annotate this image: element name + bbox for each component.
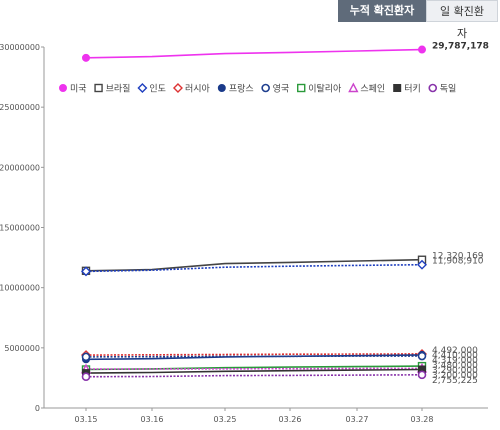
series-line [85,365,423,371]
x-tick-label: 03.15 [75,415,98,424]
legend-label: 미국 [70,84,87,95]
x-tick-label: 03.26 [279,415,302,424]
series-end-label: 12,320,169 [432,252,484,262]
legend-marker [261,83,270,93]
series-end-label: 29,787,178 [432,42,489,52]
data-point-marker [81,352,91,362]
series-lines [85,48,423,378]
x-tick-label: 03.25 [214,415,237,424]
series-line [85,258,423,272]
legend-marker [297,83,306,93]
data-point-marker [81,266,91,277]
series-markers [80,45,428,382]
data-point-marker [417,370,427,380]
legend-label: 브라질 [106,83,131,95]
y-tick-label: 25000000 [0,103,40,112]
legend-marker [94,83,103,93]
x-axis: 03.15 03.16 03.25 03.26 03.27 03.28 [44,407,488,424]
legend-marker [428,83,438,93]
series-line [85,353,423,356]
legend-label: 스페인 [360,84,385,95]
x-tick-label: 03.28 [411,415,434,424]
series-end-label: 4,492,000 [432,346,478,356]
y-tick-label: 15000000 [0,224,40,233]
series-end-label: 11,908,910 [432,257,484,267]
data-point-marker [417,351,427,361]
series-line [85,374,423,378]
legend-label: 인도 [149,84,166,95]
legend-label: 독일 [440,84,457,95]
legend-marker [137,83,148,93]
series-end-label: 4,319,000 [432,356,478,366]
legend-label: 러시아 [185,84,211,95]
legend-marker [393,84,402,92]
legend-label: 터키 [404,84,421,95]
y-tick-label: 30000000 [0,43,40,52]
legend-marker [217,84,226,92]
y-tick-label: 5000000 [4,344,40,353]
series-line [85,367,423,370]
series-end-label: 3,480,000 [432,361,478,371]
series-line [85,368,423,374]
tab-daily-cases[interactable]: 일 확진환자 [426,0,498,40]
series-line [85,48,423,59]
data-point-marker [82,53,90,62]
legend-marker [172,83,183,93]
tab-cumulative-cases[interactable]: 누적 확진환자 [338,0,426,22]
series-line [85,355,423,358]
legend-marker [348,82,359,93]
series-line [85,263,423,273]
legend-label: 프랑스 [229,83,254,95]
series-end-label: 3,290,000 [432,366,478,376]
x-tick-label: 03.16 [141,415,164,424]
series-end-label: 2,755,225 [432,376,478,386]
series-end-label: 3,200,000 [432,371,478,381]
legend: 미국 브라질 인도 러시아 프랑스 영국 이탈리아 스페인 터키 독일 [59,82,457,95]
legend-marker [59,84,67,92]
y-tick-label: 10000000 [0,284,40,293]
x-tick-label: 03.27 [346,415,369,424]
tab-bar: 누적 확진환자 일 확진환자 [338,0,498,40]
y-tick-label: 20000000 [0,163,40,172]
y-tick-label: 0 [35,404,40,413]
data-point-marker [418,45,426,54]
series-end-label: 4,410,000 [432,351,478,361]
legend-label: 이탈리아 [308,84,342,95]
data-point-marker [81,372,91,382]
legend-label: 영국 [273,84,290,95]
y-axis: 0 5000000 10000000 15000000 20000000 25000000… [0,43,45,413]
data-point-marker [417,259,427,270]
